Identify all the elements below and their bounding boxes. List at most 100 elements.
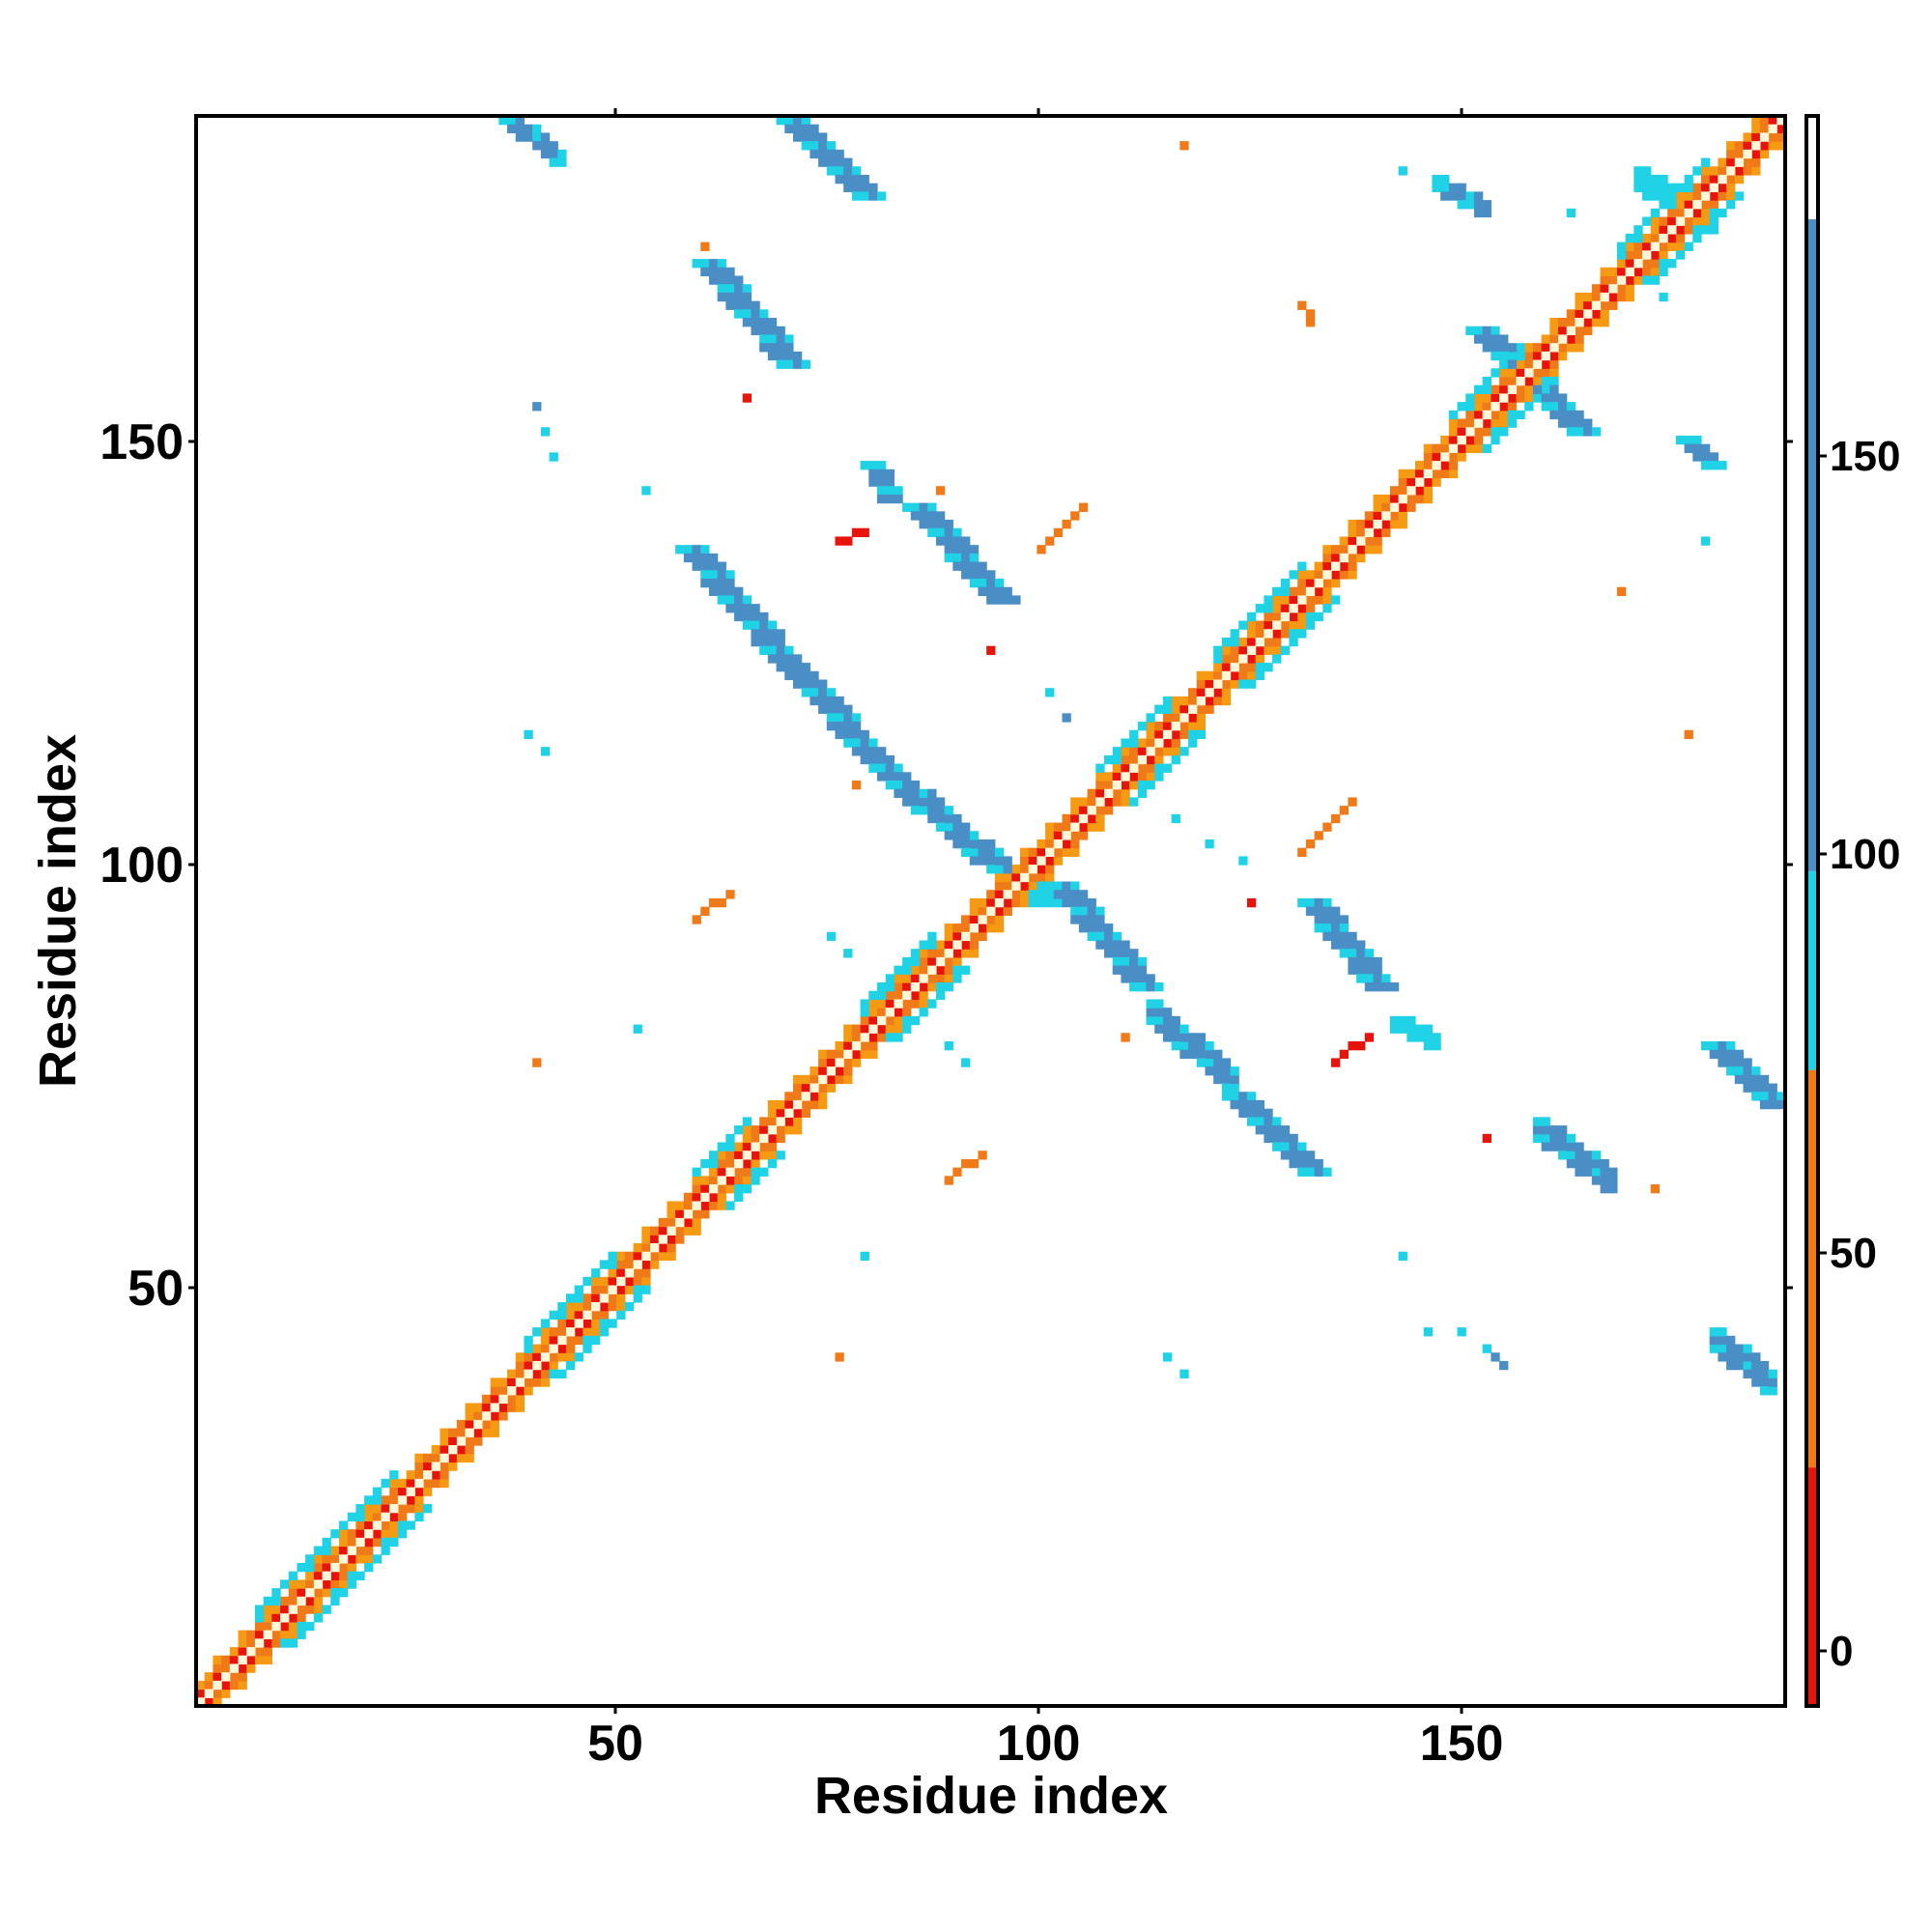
- heatmap-cell: [557, 1319, 567, 1328]
- heatmap-cell: [877, 763, 887, 773]
- heatmap-cell: [364, 1495, 374, 1505]
- heatmap-cell: [835, 1074, 844, 1085]
- heatmap-cell: [952, 1167, 962, 1177]
- heatmap-cell: [944, 520, 953, 529]
- heatmap-cell: [1743, 1066, 1752, 1076]
- heatmap-cell: [1575, 418, 1584, 428]
- heatmap-cell: [524, 1360, 533, 1371]
- heatmap-cell: [818, 1099, 828, 1110]
- heatmap-cell: [1246, 654, 1257, 664]
- heatmap-cell: [1348, 1040, 1357, 1051]
- heatmap-cell: [1709, 461, 1719, 470]
- heatmap-cell: [1314, 561, 1323, 571]
- heatmap-cell: [910, 781, 921, 790]
- heatmap-cell: [549, 452, 558, 462]
- heatmap-cell: [1221, 1083, 1232, 1093]
- heatmap-cell: [1499, 402, 1509, 412]
- heatmap-cell: [465, 1453, 474, 1463]
- heatmap-cell: [1726, 1049, 1736, 1060]
- heatmap-cell: [238, 1655, 247, 1665]
- heatmap-cell: [843, 1049, 853, 1060]
- heatmap-cell: [792, 654, 803, 664]
- x-tick-label-150: 150: [1420, 1716, 1504, 1772]
- heatmap-cell: [263, 1605, 272, 1614]
- heatmap-cell: [263, 1655, 272, 1665]
- heatmap-cell: [1070, 822, 1080, 832]
- heatmap-cell: [894, 763, 903, 773]
- heatmap-cell: [734, 595, 744, 605]
- heatmap-cell: [1642, 191, 1652, 201]
- heatmap-cell: [1196, 713, 1207, 723]
- heatmap-cell: [1171, 1015, 1180, 1026]
- heatmap-cell: [742, 1167, 753, 1177]
- heatmap-cell: [1558, 410, 1568, 420]
- heatmap-cell: [1255, 1125, 1264, 1135]
- heatmap-cell: [1700, 225, 1711, 235]
- heatmap-cell: [465, 1436, 474, 1446]
- heatmap-cell: [288, 1579, 298, 1589]
- heatmap-cell: [229, 1663, 240, 1673]
- heatmap-cell: [1339, 553, 1349, 563]
- heatmap-cell: [305, 1588, 315, 1598]
- heatmap-cell: [742, 1158, 753, 1169]
- heatmap-cell: [734, 1192, 744, 1203]
- heatmap-cell: [1726, 1344, 1736, 1353]
- heatmap-cell: [1129, 772, 1139, 781]
- heatmap-cell: [1541, 1133, 1550, 1144]
- heatmap-cell: [1642, 174, 1652, 185]
- heatmap-cell: [389, 1495, 399, 1505]
- heatmap-cell: [1364, 511, 1375, 521]
- heatmap-cell: [582, 1335, 592, 1346]
- heatmap-cell: [767, 1151, 778, 1160]
- heatmap-cell: [599, 1260, 610, 1269]
- heatmap-cell: [1482, 334, 1492, 344]
- heatmap-cell: [1196, 722, 1207, 731]
- heatmap-cell: [1205, 704, 1214, 714]
- heatmap-cell: [246, 1655, 256, 1665]
- heatmap-cell: [1667, 216, 1677, 226]
- heatmap-cell: [1179, 696, 1189, 706]
- heatmap-cell: [1003, 586, 1012, 597]
- heatmap-cell: [1339, 940, 1349, 950]
- heatmap-cell: [1171, 813, 1180, 824]
- heatmap-cell: [1432, 461, 1441, 470]
- heatmap-cell: [658, 1226, 668, 1236]
- heatmap-cell: [1356, 940, 1366, 950]
- heatmap-cell: [1213, 696, 1223, 706]
- heatmap-cell: [288, 1621, 298, 1632]
- heatmap-cell: [1070, 831, 1080, 840]
- heatmap-cell: [751, 1133, 760, 1144]
- heatmap-cell: [742, 1125, 753, 1135]
- heatmap-cell: [902, 956, 912, 967]
- heatmap-cell: [574, 1319, 583, 1328]
- heatmap-cell: [969, 906, 980, 916]
- heatmap-cell: [734, 300, 744, 310]
- heatmap-cell: [700, 1201, 710, 1210]
- heatmap-cell: [1751, 1083, 1761, 1093]
- heatmap-cell: [364, 1529, 374, 1539]
- heatmap-cell: [894, 999, 903, 1009]
- heatmap-cell: [1406, 477, 1416, 487]
- heatmap-cell: [1634, 275, 1643, 285]
- heatmap-cell: [1011, 897, 1021, 908]
- heatmap-cell: [792, 663, 803, 672]
- heatmap-cell: [456, 1419, 467, 1430]
- heatmap-cell: [776, 343, 785, 353]
- heatmap-cell: [1221, 637, 1232, 647]
- heatmap-cell: [1473, 191, 1484, 201]
- heatmap-cell: [1196, 696, 1207, 706]
- heatmap-cell: [389, 1470, 399, 1480]
- heatmap-cell: [810, 1074, 819, 1085]
- heatmap-cell: [1045, 822, 1055, 832]
- heatmap-cell: [1289, 611, 1298, 622]
- heatmap-cell: [1078, 822, 1089, 832]
- heatmap-cell: [1213, 1058, 1223, 1067]
- heatmap-cell: [776, 1117, 785, 1126]
- heatmap-cell: [851, 729, 862, 740]
- heatmap-cell: [1179, 729, 1189, 740]
- heatmap-cell: [994, 578, 1005, 588]
- heatmap-cell: [1768, 141, 1777, 151]
- heatmap-cell: [1499, 393, 1509, 403]
- heatmap-cell: [1356, 965, 1366, 975]
- heatmap-cell: [1272, 1142, 1282, 1151]
